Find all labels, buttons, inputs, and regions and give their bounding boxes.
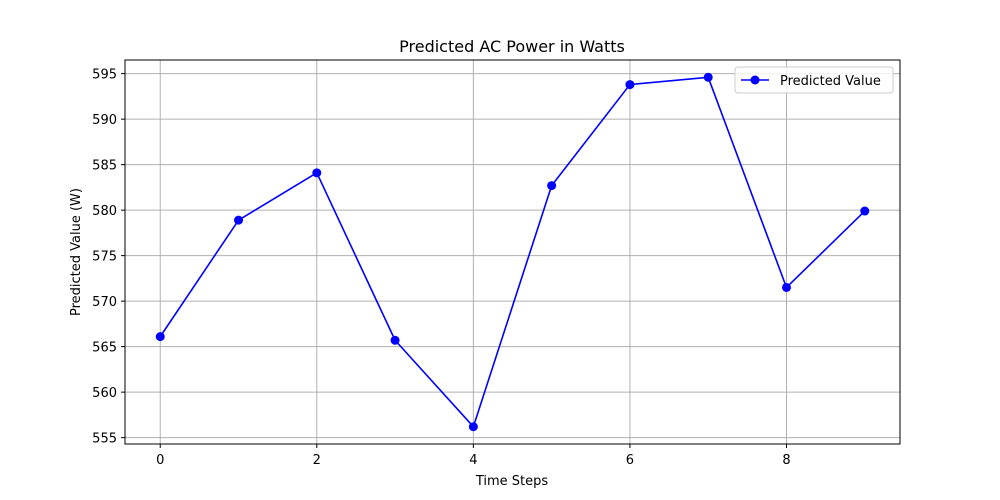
y-tick-label: 565 [92,341,117,356]
data-point [155,332,165,342]
x-tick-label: 0 [156,453,164,468]
y-tick-label: 595 [92,68,117,83]
y-tick-label: 575 [92,250,117,265]
y-tick-label: 555 [92,432,117,447]
x-tick-label: 2 [313,453,321,468]
data-point [390,335,400,345]
y-axis-label: Predicted Value (W) [69,188,84,316]
legend-label: Predicted Value [780,74,881,89]
data-point [703,72,713,82]
plot-area-frame [124,59,901,445]
data-point [860,206,870,216]
grid-lines [125,60,900,444]
x-tick-label: 4 [469,453,477,468]
data-point [312,168,322,178]
y-tick-label: 580 [92,204,117,219]
legend-marker-swatch [750,75,760,85]
x-tick-label: 6 [626,453,634,468]
y-axis-ticks: 555 560 565 570 575 580 585 590 595 [92,68,125,447]
y-tick-label: 560 [92,386,117,401]
data-point [468,422,478,432]
data-point [547,181,557,191]
y-tick-label: 585 [92,159,117,174]
series-line [159,76,866,428]
chart-title: Predicted AC Power in Watts [399,37,625,56]
legend: Predicted Value [734,66,894,94]
series-layer [155,72,870,432]
x-tick-label: 8 [782,453,790,468]
legend-box [734,66,894,94]
data-point [234,215,244,225]
y-tick-label: 590 [92,113,117,128]
data-point [625,80,635,90]
data-point [781,282,791,292]
x-axis-label: Time Steps [475,474,549,489]
y-tick-label: 570 [92,295,117,310]
x-axis-ticks: 0 2 4 6 8 [156,444,791,468]
